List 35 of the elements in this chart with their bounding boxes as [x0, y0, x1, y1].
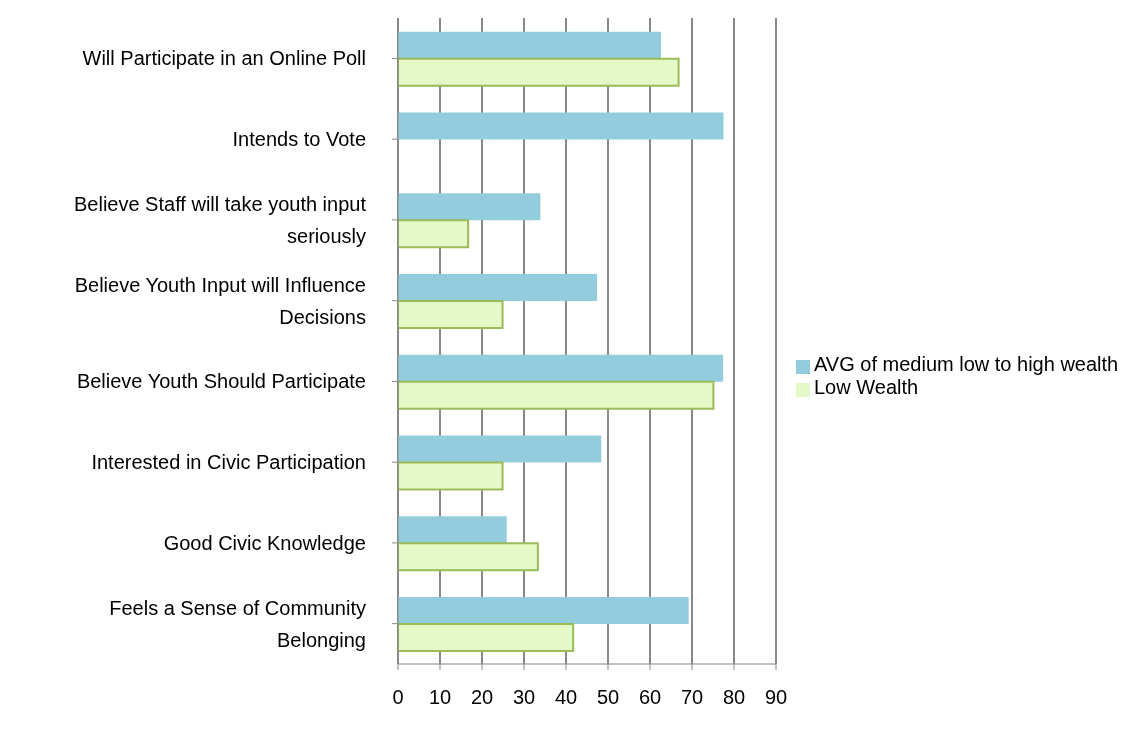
x-tick-label: 70	[680, 686, 704, 709]
x-tick-label: 90	[764, 686, 788, 709]
x-tick-label: 40	[554, 686, 578, 709]
x-tick-label: 30	[512, 686, 536, 709]
bar	[398, 354, 724, 382]
bar	[398, 112, 724, 140]
x-tick-label: 60	[638, 686, 662, 709]
legend-label: AVG of medium low to high wealth	[814, 353, 1119, 375]
bar	[398, 273, 598, 301]
legend-label: Low Wealth	[814, 376, 919, 398]
y-tick-label: Intends to Vote	[232, 128, 366, 151]
bar	[398, 461, 504, 491]
x-tick-label: 10	[428, 686, 452, 709]
bar	[398, 596, 689, 624]
bar	[398, 516, 507, 544]
y-tick-label: Believe Youth Should Participate	[76, 370, 366, 393]
bar	[398, 435, 602, 463]
bar	[398, 193, 541, 221]
y-tick-label: Good Civic Knowledge	[163, 531, 366, 554]
x-tick-label: 0	[392, 686, 404, 709]
y-tick-label: Feels a Sense of Community Belonging	[109, 596, 366, 651]
x-tick-label: 20	[470, 686, 494, 709]
bar	[398, 622, 575, 652]
bar	[398, 299, 504, 329]
y-tick-label: Will Participate in an Online Poll	[82, 47, 366, 70]
bar	[398, 31, 661, 59]
x-tick-label: 50	[596, 686, 620, 709]
bar	[398, 219, 470, 249]
y-tick-label: Believe Staff will take youth input seriously	[73, 192, 367, 247]
x-tick-label: 80	[722, 686, 746, 709]
bar	[398, 380, 715, 410]
y-tick-label: Believe Youth Input will Influence Decisions	[74, 273, 366, 328]
y-tick-label: Interested in Civic Participation	[91, 451, 366, 474]
bar	[398, 542, 539, 572]
bar	[398, 57, 680, 87]
